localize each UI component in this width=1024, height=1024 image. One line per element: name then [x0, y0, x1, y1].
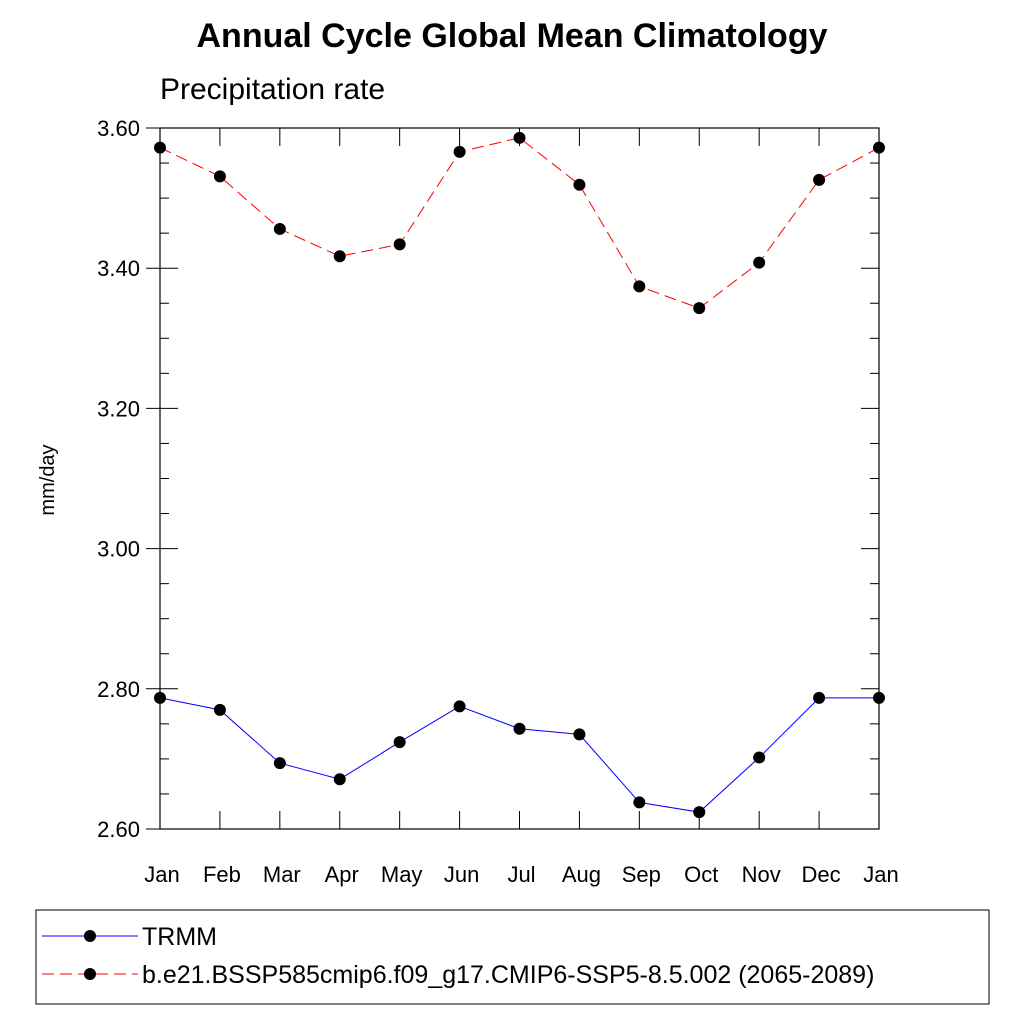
x-tick-label: Nov [742, 862, 781, 887]
x-tick-label: May [381, 862, 423, 887]
chart-subtitle: Precipitation rate [160, 73, 385, 106]
data-point [633, 280, 646, 293]
x-tick-label: Jan [863, 862, 898, 887]
data-point [453, 700, 466, 713]
y-tick-label: 3.00 [97, 537, 140, 562]
series-line-2 [159, 137, 880, 309]
data-point [753, 751, 766, 764]
series-line-1 [159, 697, 879, 813]
data-point [154, 141, 166, 154]
data-point [273, 757, 286, 770]
data-point [873, 141, 885, 154]
data-point [573, 728, 586, 741]
y-tick-label: 2.80 [97, 677, 140, 702]
data-point [513, 131, 526, 144]
x-tick-label: Sep [622, 862, 661, 887]
data-point [513, 722, 526, 735]
legend-marker [84, 930, 96, 942]
axes: Jan Feb Mar Apr May Jun Jul Aug Sep Oct Nov Dec Jan2… [97, 116, 899, 887]
data-point [573, 178, 586, 191]
legend-marker [84, 968, 96, 980]
data-point [273, 222, 286, 235]
y-tick-label: 3.40 [97, 256, 140, 281]
legend-label: TRMM [142, 923, 217, 951]
legend-box [35, 909, 990, 1005]
data-point [154, 691, 166, 704]
y-tick-label: 2.60 [97, 817, 140, 842]
data-point [333, 773, 346, 786]
chart-title: Annual Cycle Global Mean Climatology [197, 17, 828, 55]
data-point [813, 173, 826, 186]
x-tick-label: Apr [325, 862, 359, 887]
x-tick-label: Dec [802, 862, 841, 887]
x-tick-label: Jun [444, 862, 479, 887]
data-point [393, 238, 406, 251]
data-point [873, 691, 885, 704]
data-point [753, 256, 766, 269]
data-point [633, 796, 646, 809]
series-layer [154, 131, 885, 819]
data-point [453, 145, 466, 158]
x-tick-label: Aug [562, 862, 601, 887]
x-tick-label: Mar [263, 862, 301, 887]
y-tick-label: 3.20 [97, 396, 140, 421]
x-tick-label: Oct [684, 862, 718, 887]
data-point [393, 736, 406, 749]
legend: TRMM b.e21.BSSP585cmip6.f09_g17.CMIP6-SSP… [42, 923, 874, 989]
data-point [693, 302, 706, 315]
y-tick-label: 3.60 [97, 116, 140, 141]
x-tick-label: Jan [144, 862, 179, 887]
data-point [813, 691, 826, 704]
data-point [213, 703, 226, 716]
data-point [693, 806, 706, 819]
x-tick-label: Feb [203, 862, 241, 887]
x-tick-label: Jul [507, 862, 535, 887]
data-point [213, 170, 226, 183]
data-point [333, 250, 346, 263]
legend-label: b.e21.BSSP585cmip6.f09_g17.CMIP6-SSP5-8.… [142, 961, 874, 989]
y-axis-label: mm/day [37, 444, 59, 515]
